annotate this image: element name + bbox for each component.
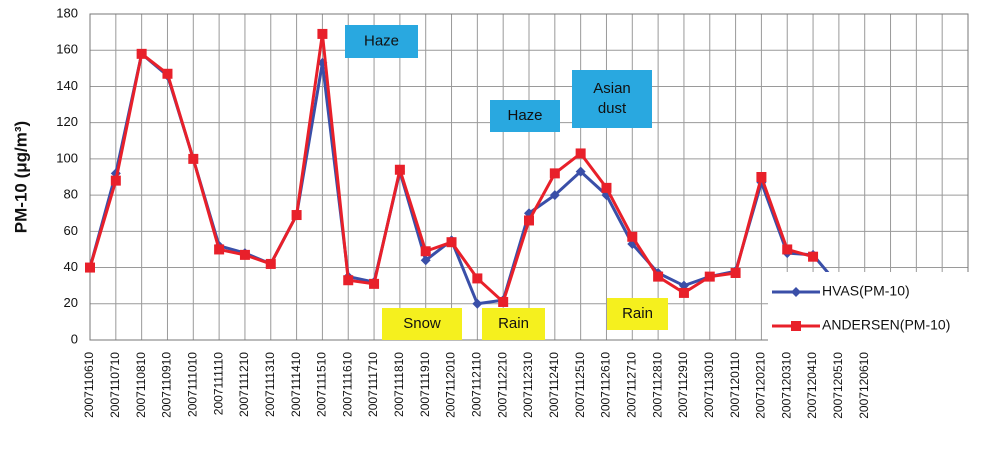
marker <box>369 278 380 289</box>
marker <box>317 28 328 39</box>
x-tick-label: 2007111910 <box>418 352 432 417</box>
y-tick-label: 80 <box>64 187 78 202</box>
marker <box>420 255 431 266</box>
marker <box>653 271 664 282</box>
marker <box>575 166 586 177</box>
annotation-box <box>382 308 462 340</box>
marker <box>188 153 199 164</box>
marker <box>420 246 431 257</box>
annotation-box <box>572 70 652 128</box>
marker <box>394 164 405 175</box>
x-tick-label: 2007120110 <box>728 352 742 418</box>
y-tick-label: 180 <box>56 5 78 20</box>
annotation-box <box>482 308 545 340</box>
marker <box>524 215 534 226</box>
series-line <box>88 51 841 306</box>
marker <box>85 262 95 273</box>
x-tick-label: 2007110810 <box>134 352 148 418</box>
legend-box <box>768 272 983 342</box>
x-tick-label: 2007112810 <box>650 352 664 418</box>
marker <box>704 271 715 282</box>
x-tick-label: 2007113010 <box>702 352 716 418</box>
x-tick-label: 2007112710 <box>624 352 638 418</box>
x-tick-label: 2007111310 <box>263 352 277 417</box>
annotation-box <box>607 298 668 330</box>
annotation: Haze <box>507 107 542 124</box>
x-tick-label: 2007111810 <box>392 352 406 417</box>
marker <box>162 68 173 79</box>
x-tick-label: 2007111010 <box>185 352 199 417</box>
annotation-box <box>345 25 418 58</box>
marker <box>214 244 225 255</box>
marker <box>472 273 483 284</box>
annotation: Rain <box>498 315 529 332</box>
annotation: Asian dust <box>593 80 631 117</box>
x-tick-label: 2007112910 <box>676 352 690 418</box>
x-tick-label: 2007111410 <box>289 352 303 417</box>
y-tick-label: 0 <box>71 331 78 346</box>
marker <box>446 237 457 248</box>
marker <box>265 258 276 269</box>
x-tick-label: 2007120510 <box>831 352 845 419</box>
marker <box>808 251 819 262</box>
marker <box>239 249 250 260</box>
x-tick-label: 2007112110 <box>470 352 484 417</box>
x-tick-label: 2007112410 <box>547 352 561 418</box>
x-tick-label: 2007112510 <box>573 352 587 418</box>
y-tick-label: 100 <box>56 150 78 165</box>
x-tick-label: 2007110710 <box>108 352 122 418</box>
y-axis-label: PM-10 (μg/m³) <box>11 121 30 233</box>
y-tick-label: 40 <box>64 259 78 274</box>
legend-marker <box>791 321 801 331</box>
x-tick-label: 2007111710 <box>366 352 380 417</box>
marker <box>601 182 612 193</box>
y-tick-label: 20 <box>64 295 78 310</box>
marker <box>291 210 302 221</box>
x-tick-label: 2007110610 <box>82 352 96 418</box>
marker <box>343 275 354 286</box>
legend-marker <box>791 287 801 297</box>
annotation-box <box>490 100 560 132</box>
marker <box>549 168 560 179</box>
legend-label: ANDERSEN(PM-10) <box>822 317 950 333</box>
x-tick-label: 2007111510 <box>315 352 329 417</box>
x-tick-label: 2007120210 <box>754 352 768 419</box>
x-tick-label: 2007120610 <box>857 352 871 419</box>
marker <box>730 267 741 278</box>
legend-label: HVAS(PM-10) <box>822 283 910 299</box>
marker <box>575 148 586 159</box>
marker <box>498 296 509 307</box>
y-tick-label: 60 <box>64 223 78 238</box>
x-tick-label: 2007112610 <box>599 352 613 418</box>
x-tick-label: 2007112210 <box>495 352 509 418</box>
x-tick-label: 2007111210 <box>237 352 251 417</box>
marker <box>472 298 483 309</box>
x-tick-label: 2007111610 <box>340 352 354 417</box>
marker <box>782 244 793 255</box>
marker <box>678 287 689 298</box>
x-tick-label: 2007111110 <box>211 352 225 416</box>
annotation: Snow <box>403 315 441 332</box>
marker <box>110 175 121 186</box>
marker <box>627 231 638 242</box>
annotation: Haze <box>364 32 399 49</box>
y-tick-label: 120 <box>56 114 78 129</box>
x-tick-label: 2007120410 <box>805 352 819 419</box>
y-tick-label: 140 <box>56 78 78 93</box>
x-tick-label: 2007110910 <box>160 352 174 418</box>
x-tick-label: 2007112310 <box>521 352 535 418</box>
x-tick-label: 2007112010 <box>444 352 458 418</box>
y-tick-label: 160 <box>56 42 78 57</box>
marker <box>756 172 767 182</box>
marker <box>136 48 147 59</box>
x-tick-label: 2007120310 <box>779 352 793 419</box>
annotation: Rain <box>622 305 653 322</box>
marker <box>549 190 560 201</box>
